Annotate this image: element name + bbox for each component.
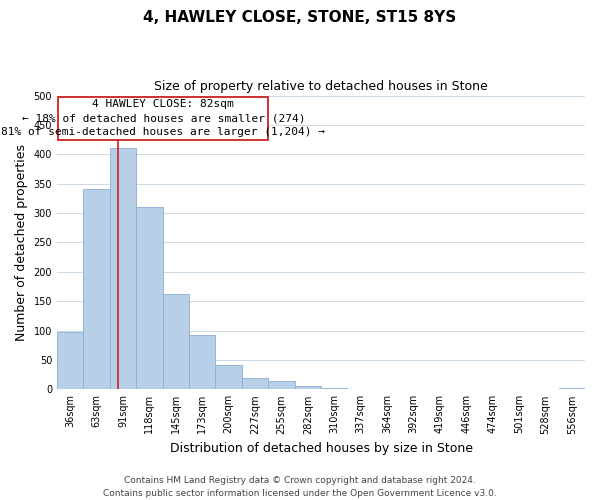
Text: Contains HM Land Registry data © Crown copyright and database right 2024.
Contai: Contains HM Land Registry data © Crown c… <box>103 476 497 498</box>
Bar <box>506 388 532 390</box>
Bar <box>83 189 110 390</box>
Bar <box>295 386 321 390</box>
Bar <box>57 332 83 390</box>
Bar <box>321 388 347 390</box>
Bar <box>110 148 136 390</box>
Bar <box>136 206 163 390</box>
Bar <box>559 388 585 390</box>
Bar <box>242 378 268 390</box>
Bar <box>189 334 215 390</box>
Bar <box>215 364 242 390</box>
Bar <box>163 294 189 390</box>
X-axis label: Distribution of detached houses by size in Stone: Distribution of detached houses by size … <box>170 442 473 455</box>
Text: 4 HAWLEY CLOSE: 82sqm
← 18% of detached houses are smaller (274)
81% of semi-det: 4 HAWLEY CLOSE: 82sqm ← 18% of detached … <box>1 99 325 137</box>
Title: Size of property relative to detached houses in Stone: Size of property relative to detached ho… <box>154 80 488 93</box>
Bar <box>374 388 400 390</box>
Y-axis label: Number of detached properties: Number of detached properties <box>15 144 28 341</box>
Bar <box>268 381 295 390</box>
Text: 4, HAWLEY CLOSE, STONE, ST15 8YS: 4, HAWLEY CLOSE, STONE, ST15 8YS <box>143 10 457 25</box>
